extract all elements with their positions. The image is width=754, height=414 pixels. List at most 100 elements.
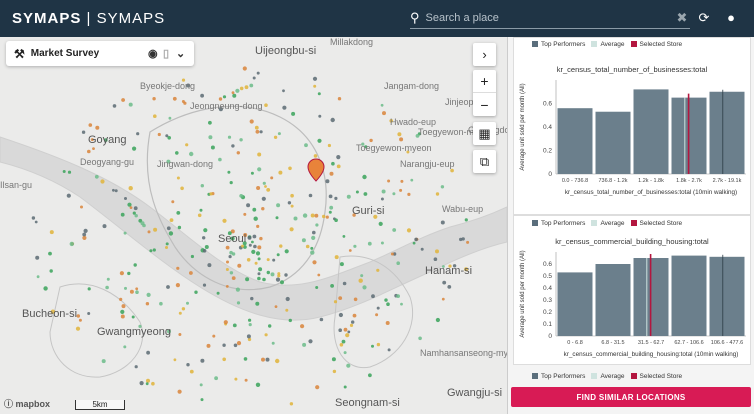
store-marker [159,301,163,306]
store-marker [362,285,367,290]
refresh-icon[interactable]: ⟳ [698,10,710,25]
store-marker [249,83,254,88]
store-marker [75,326,81,331]
store-marker [243,233,248,237]
store-marker [400,179,404,183]
store-marker [262,277,266,282]
place-label: Wabu-eup [442,204,484,214]
x-axis-label: kr_census_total_number_of_businesses:tot… [565,189,737,196]
chevron-down-icon[interactable]: ⌄ [176,48,186,60]
store-marker [290,204,294,208]
store-marker [36,275,40,279]
store-marker [435,317,440,323]
store-marker [200,93,205,98]
place-label: Bucheon-si [22,308,78,320]
brand-logo: SYMAPS | SYMAPS [12,10,166,27]
search-icon[interactable]: ⚲ [410,10,420,25]
x-tick-label: 62.7 - 106.6 [674,340,703,346]
store-marker [261,196,266,201]
store-marker [291,111,296,116]
store-marker [222,343,226,347]
store-marker [128,186,133,191]
store-marker [244,85,249,90]
place-label: Byeokje-dong [140,81,196,91]
store-marker [95,125,100,130]
store-marker [257,272,261,276]
store-marker [131,315,135,319]
bar [595,111,631,174]
store-marker [410,178,414,182]
store-marker [270,176,274,180]
clear-search-icon[interactable]: ✖ [676,10,688,25]
store-marker [34,220,38,224]
store-marker [67,170,72,174]
store-marker [396,261,401,265]
bar [633,89,669,174]
account-icon[interactable]: ● [727,10,735,25]
store-marker [87,312,91,315]
store-marker [343,327,348,332]
store-marker [176,211,181,215]
store-marker [104,138,108,142]
store-marker [342,235,346,238]
store-marker [255,301,260,306]
chart-legend: Top Performers Average Selected Store [532,218,750,228]
x-tick-label: 0.0 - 736.8 [562,178,588,184]
layers-button[interactable]: ⧉ [473,150,496,173]
store-marker [151,381,155,386]
bar [557,272,593,336]
district-boundary [333,255,414,369]
place-label: Seoul [218,233,247,245]
top-bar: SYMAPS | SYMAPS ⚲ ✖ ⟳ ● [0,0,754,37]
store-marker [218,97,223,101]
map-view[interactable]: Uijeongbu-si Millakdong Jangam-dong Byeokje… [0,37,507,414]
legend-swatch-top [532,373,538,379]
chart-legend: Top Performers Average Selected Store [532,39,750,49]
store-marker [361,142,365,146]
zoom-in-button[interactable]: + [473,70,496,93]
store-marker [284,273,288,277]
store-marker [329,205,334,210]
place-label: Gwangju-si [447,387,503,399]
legend-swatch-top [532,41,538,47]
survey-icon: ⚒ [14,46,25,61]
x-tick-label: 6.8 - 31.5 [601,340,624,346]
search-input[interactable] [425,12,666,24]
store-marker [315,223,319,227]
map-canvas[interactable] [0,37,507,414]
zoom-out-button[interactable]: − [480,96,489,113]
store-marker [133,206,138,211]
store-marker [284,249,289,254]
store-marker [380,241,384,245]
store-marker [440,185,445,189]
store-marker [380,103,384,107]
trash-icon[interactable]: ▯ [163,48,170,60]
market-survey-panel[interactable]: ⚒ Market Survey ◉ ▯ ⌄ [6,41,194,66]
store-marker [255,251,261,256]
store-marker [204,245,209,249]
store-marker [112,104,117,108]
store-marker [308,193,313,198]
store-marker [166,226,171,231]
store-marker [173,358,177,362]
find-similar-locations-button[interactable]: FIND SIMILAR LOCATIONS [511,387,751,407]
store-marker [178,311,182,315]
mapbox-attribution[interactable]: ⓘ mapbox [4,399,51,409]
store-marker [313,84,317,88]
store-button[interactable]: ▦ [473,122,496,145]
store-marker [290,193,294,198]
store-marker [266,258,270,262]
store-marker [234,377,238,381]
bar [709,91,745,174]
store-marker [167,136,171,140]
store-marker [264,185,267,188]
eye-icon[interactable]: ◉ [148,48,158,60]
legend-swatch-average [591,41,598,47]
store-marker [352,313,357,318]
x-tick-label: 736.8 - 1.2k [598,178,627,184]
store-marker [250,171,254,175]
store-marker [214,376,219,381]
expand-panel-button[interactable]: › [473,43,496,66]
store-marker [216,291,220,295]
store-marker [257,167,262,172]
